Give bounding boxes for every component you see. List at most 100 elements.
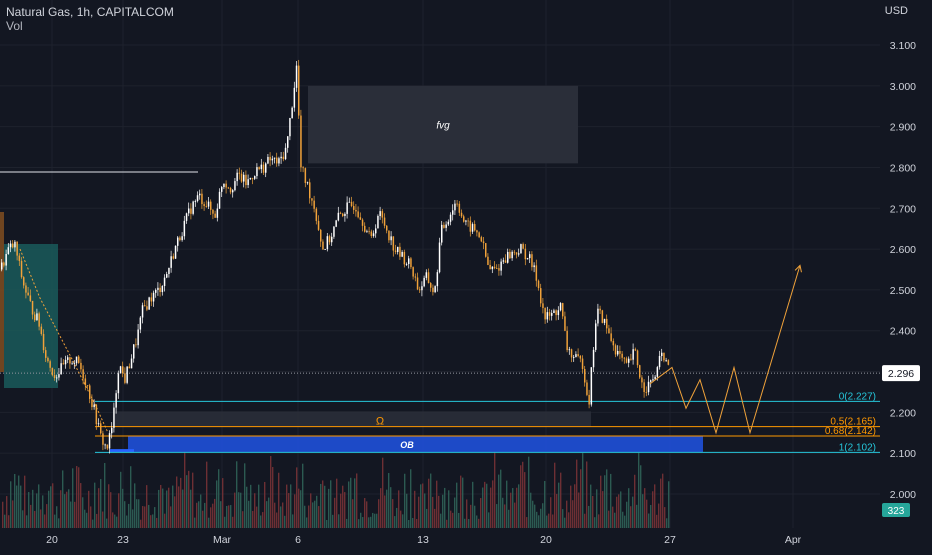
volume-bar	[644, 488, 646, 528]
volume-bar	[382, 457, 384, 528]
candle-body	[295, 65, 298, 88]
candle-body	[460, 212, 463, 217]
volume-bar	[482, 487, 484, 528]
y-tick-label: 2.400	[890, 326, 916, 338]
candle-body	[419, 289, 421, 291]
candle-body	[399, 246, 401, 257]
volume-bar	[238, 492, 240, 528]
volume-bar	[564, 517, 566, 528]
candle-body	[170, 256, 172, 268]
volume-bar	[364, 498, 366, 528]
candle-body	[614, 345, 617, 355]
candle-body	[251, 178, 254, 179]
volume-bar	[386, 489, 388, 528]
volume-bar	[554, 462, 556, 528]
candle-body	[311, 198, 313, 201]
volume-bar	[576, 459, 578, 528]
volume-bar	[446, 519, 448, 528]
volume-bar	[404, 473, 406, 528]
volume-bar	[556, 493, 558, 528]
candle-body	[188, 208, 190, 214]
volume-bar	[666, 518, 668, 528]
candle-body	[511, 251, 513, 259]
candle-body	[280, 156, 282, 159]
candle-body	[115, 393, 117, 408]
volume-bar	[608, 510, 610, 528]
x-tick-label: 27	[664, 534, 676, 546]
volume-bar	[178, 486, 180, 528]
candle-body	[91, 398, 93, 408]
volume-bar	[176, 476, 178, 528]
volume-bar	[600, 475, 602, 528]
volume-bar	[428, 478, 430, 528]
volume-bar	[656, 514, 658, 528]
volume-bar	[42, 495, 44, 528]
volume-bar	[604, 475, 606, 528]
candle-body	[320, 229, 322, 242]
volume-bar	[12, 500, 14, 528]
candle-body	[533, 265, 535, 268]
volume-bar	[394, 516, 396, 528]
candle-body	[234, 181, 236, 191]
volume-bar	[520, 465, 522, 528]
candle-body	[227, 187, 230, 189]
candle-body	[130, 358, 133, 369]
volume-bar	[72, 468, 74, 528]
volume-bar	[220, 501, 222, 528]
volume-bar	[350, 477, 352, 528]
volume-bar	[168, 487, 170, 528]
volume-bar	[136, 499, 138, 528]
candle-body	[542, 303, 544, 309]
candle-body	[625, 358, 628, 363]
candle-body	[592, 349, 595, 368]
volume-bar	[356, 473, 358, 528]
y-tick-label: 2.600	[890, 244, 916, 256]
volume-bar	[426, 508, 428, 528]
candle-body	[566, 330, 568, 351]
volume-bar	[598, 514, 600, 528]
volume-bar	[266, 501, 268, 528]
volume-bar	[430, 473, 432, 528]
volume-bar	[214, 498, 216, 528]
volume-bar	[304, 505, 306, 528]
candle-body	[322, 241, 324, 250]
candle-body	[146, 306, 148, 310]
volume-bar	[544, 480, 546, 528]
volume-bar	[664, 507, 666, 528]
volume-bar	[420, 484, 422, 528]
volume-bar	[240, 492, 242, 528]
candle-body	[315, 208, 318, 221]
candle-body	[410, 258, 412, 268]
volume-bar	[584, 513, 586, 528]
volume-bar	[402, 514, 404, 528]
candle-body	[317, 220, 320, 230]
candle-body	[221, 187, 223, 192]
candle-body	[25, 285, 27, 293]
volume-bar	[538, 515, 540, 528]
volume-bar	[68, 489, 70, 528]
volume-bar	[494, 452, 496, 528]
volume-bar	[16, 485, 18, 528]
volume-bar	[30, 504, 32, 528]
candle-body	[610, 333, 612, 342]
volume-bar	[652, 491, 654, 528]
candle-body	[535, 265, 538, 281]
candle-body	[260, 164, 263, 170]
candle-body	[359, 217, 362, 220]
volume-bar	[466, 499, 468, 528]
candle-body	[493, 266, 496, 269]
volume-bar	[258, 484, 260, 528]
volume-bar	[174, 496, 176, 528]
volume-bar	[292, 514, 294, 528]
candle-body	[597, 308, 599, 324]
volume-bar	[20, 485, 22, 528]
volume-bar	[384, 495, 386, 528]
candle-body	[326, 236, 329, 250]
volume-bar	[496, 504, 498, 528]
volume-bar	[202, 510, 204, 528]
volume-bar	[668, 481, 670, 528]
volume-bar	[286, 484, 288, 528]
candle-body	[86, 385, 89, 387]
